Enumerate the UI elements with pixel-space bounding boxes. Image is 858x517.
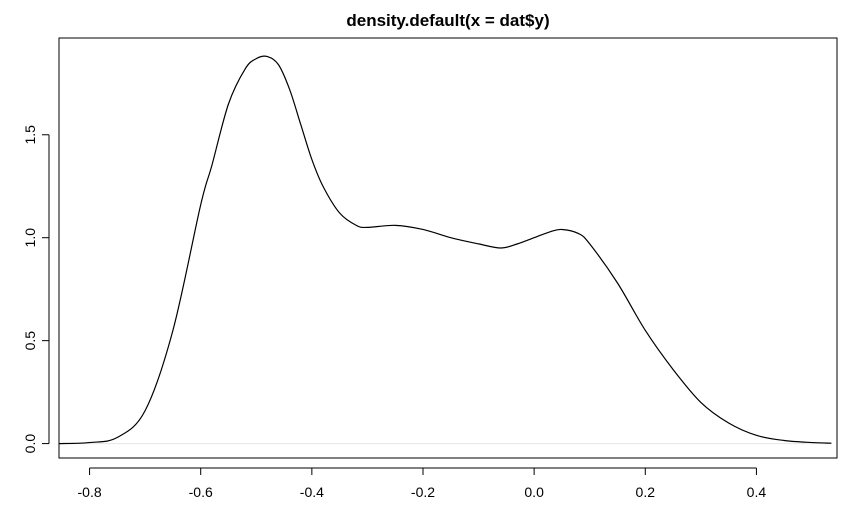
y-tick-label: 0.5 bbox=[22, 331, 38, 351]
y-tick-label: 0.0 bbox=[22, 434, 38, 454]
chart-title: density.default(x = dat$y) bbox=[346, 11, 549, 30]
plot-frame bbox=[58, 37, 838, 459]
x-tick-label: 0.4 bbox=[747, 484, 767, 500]
y-tick-label: 1.0 bbox=[22, 228, 38, 248]
x-tick-label: 0.2 bbox=[636, 484, 656, 500]
density-curve bbox=[58, 55, 832, 445]
x-tick-label: -0.6 bbox=[189, 484, 213, 500]
y-axis: 0.0 0.5 1.0 1.5 bbox=[22, 125, 50, 454]
x-tick-label: -0.8 bbox=[78, 484, 102, 500]
x-axis: -0.8 -0.6 -0.4 -0.2 0.0 0.2 0.4 bbox=[78, 467, 767, 500]
y-tick-label: 1.5 bbox=[22, 125, 38, 145]
x-tick-label: -0.2 bbox=[411, 484, 435, 500]
x-tick-label: -0.4 bbox=[300, 484, 324, 500]
x-tick-label: 0.0 bbox=[524, 484, 544, 500]
